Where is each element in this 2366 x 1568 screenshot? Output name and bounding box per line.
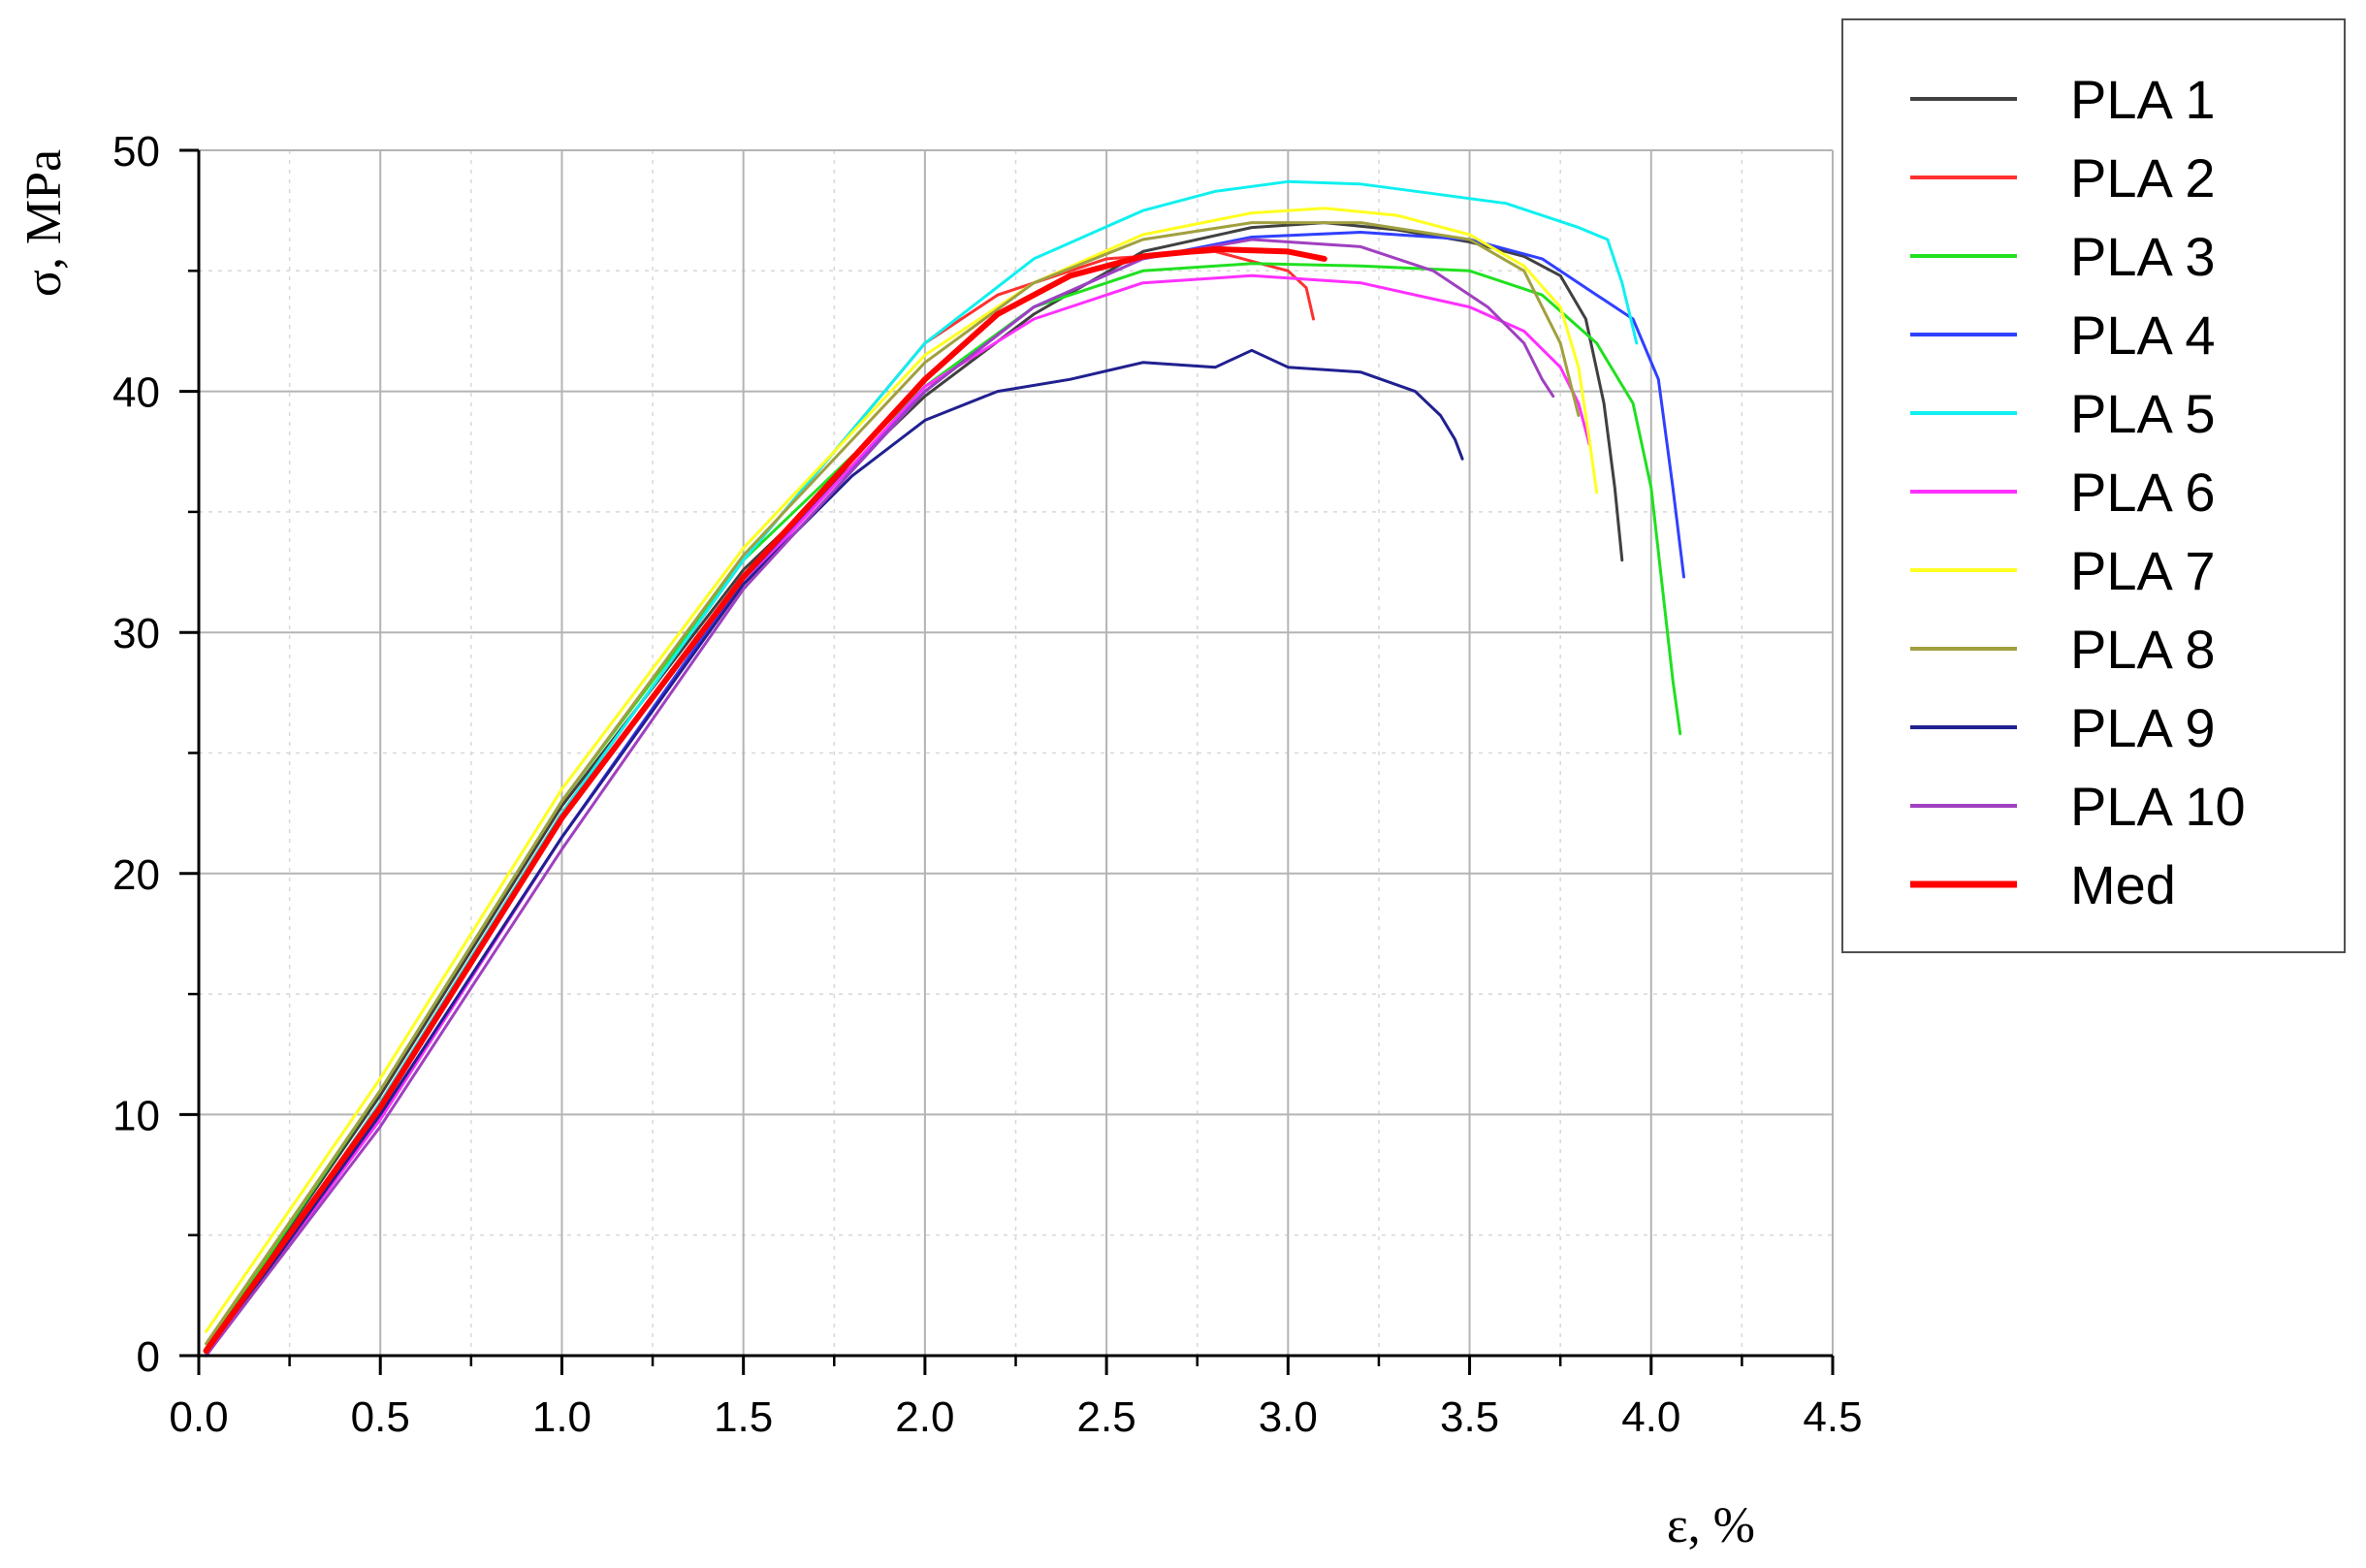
legend-label-med: Med [2070, 854, 2176, 915]
series-line-pla-8 [205, 221, 1581, 1346]
tick-labels: 0.0 0.5 1.0 1.5 2.0 2.5 3.0 3.5 4.0 4.5 0 10 20 30 40 5… [112, 128, 1863, 1441]
legend-label-pla-9: PLA 9 [2070, 697, 2215, 758]
series-line-pla-7 [205, 207, 1599, 1333]
series-line-pla-9 [205, 348, 1464, 1358]
major-grid [199, 149, 1834, 1356]
legend-label-pla-5: PLA 5 [2070, 383, 2215, 444]
series-line-pla-5 [205, 179, 1639, 1358]
y-tick-label: 40 [112, 369, 160, 417]
x-tick-label: 4.5 [1803, 1393, 1862, 1441]
x-tick-label: 3.0 [1259, 1393, 1318, 1441]
series-layer [203, 179, 1685, 1358]
minor-grid [199, 150, 1833, 1356]
x-tick-label: 2.5 [1077, 1393, 1136, 1441]
y-tick-label: 30 [112, 610, 160, 657]
legend-box [1841, 18, 2346, 953]
y-axis-label: σ, MPa [16, 149, 72, 297]
x-tick-label: 3.5 [1440, 1393, 1499, 1441]
legend-label-pla-10: PLA 10 [2070, 776, 2246, 837]
legend-label-pla-2: PLA 2 [2070, 147, 2215, 208]
x-axis-label: ε, % [1667, 1498, 1755, 1553]
legend-label-pla-1: PLA 1 [2070, 69, 2215, 130]
y-tick-label: 0 [137, 1333, 160, 1381]
legend-label-pla-8: PLA 8 [2070, 619, 2215, 680]
x-tick-label: 4.0 [1621, 1393, 1680, 1441]
legend-label-pla-7: PLA 7 [2070, 540, 2215, 601]
y-tick-label: 20 [112, 851, 160, 899]
axes-layer [179, 148, 1835, 1375]
x-tick-label: 0.5 [351, 1393, 410, 1441]
legend-label-pla-4: PLA 4 [2070, 304, 2215, 366]
y-tick-label: 10 [112, 1092, 160, 1139]
x-tick-label: 1.0 [532, 1393, 592, 1441]
series-line-med [203, 245, 1327, 1354]
legend-label-pla-3: PLA 3 [2070, 226, 2215, 287]
y-tick-label: 50 [112, 128, 160, 176]
x-tick-label: 1.5 [714, 1393, 773, 1441]
legend-items: PLA 1 PLA 2 PLA 3 PLA 4 PLA 5 PLA 6 PLA 7 PLA 8… [1910, 69, 2246, 915]
x-tick-label: 0.0 [169, 1393, 228, 1441]
series-line-pla-3 [205, 262, 1682, 1350]
legend-label-pla-6: PLA 6 [2070, 462, 2215, 523]
legend: PLA 1 PLA 2 PLA 3 PLA 4 PLA 5 PLA 6 PLA 7 PLA 8… [1841, 18, 2346, 953]
x-tick-label: 2.0 [895, 1393, 954, 1441]
